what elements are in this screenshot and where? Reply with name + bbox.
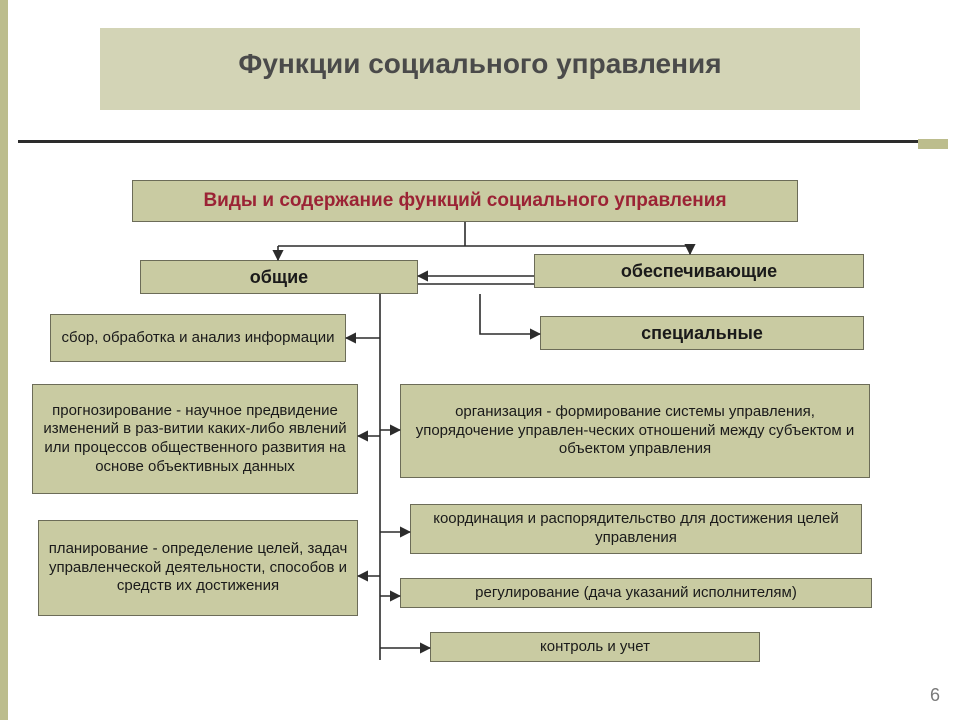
node-planning-label: планирование - определение целей, задач … xyxy=(47,540,349,596)
node-root: Виды и содержание функций социального уп… xyxy=(132,180,798,222)
node-root-label: Виды и содержание функций социального уп… xyxy=(203,189,726,213)
node-organization-label: организация - формирование системы управ… xyxy=(409,403,861,459)
horizontal-rule xyxy=(18,140,918,143)
slide-title: Функции социального управления xyxy=(100,48,860,80)
node-regulation-label: регулирование (дача указаний исполнителя… xyxy=(475,584,797,603)
page-number: 6 xyxy=(930,685,940,706)
node-general-label: общие xyxy=(250,266,308,289)
node-forecast: прогнозирование - научное предвидение из… xyxy=(32,384,358,494)
node-special-label: специальные xyxy=(641,322,763,345)
slide-stage: Функции социального управления Виды и со… xyxy=(0,0,960,720)
node-collect: сбор, обработка и анализ информации xyxy=(50,314,346,362)
left-accent-strip xyxy=(0,0,8,720)
node-control-label: контроль и учет xyxy=(540,638,650,657)
node-collect-label: сбор, обработка и анализ информации xyxy=(62,329,335,348)
node-coordination: координация и распорядительство для дост… xyxy=(410,504,862,554)
horizontal-rule-accent xyxy=(918,139,948,149)
node-special: специальные xyxy=(540,316,864,350)
node-control: контроль и учет xyxy=(430,632,760,662)
node-supporting: обеспечивающие xyxy=(534,254,864,288)
node-forecast-label: прогнозирование - научное предвидение из… xyxy=(41,402,349,477)
node-regulation: регулирование (дача указаний исполнителя… xyxy=(400,578,872,608)
node-general: общие xyxy=(140,260,418,294)
node-coordination-label: координация и распорядительство для дост… xyxy=(419,510,853,548)
node-planning: планирование - определение целей, задач … xyxy=(38,520,358,616)
node-supporting-label: обеспечивающие xyxy=(621,260,777,283)
node-organization: организация - формирование системы управ… xyxy=(400,384,870,478)
